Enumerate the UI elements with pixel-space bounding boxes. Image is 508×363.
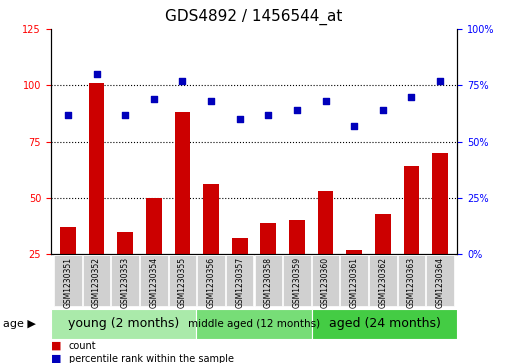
Point: [178, 78, 186, 84]
Text: aged (24 months): aged (24 months): [329, 318, 440, 330]
Point: [407, 94, 416, 99]
Text: GSM1230364: GSM1230364: [435, 257, 444, 308]
Text: percentile rank within the sample: percentile rank within the sample: [69, 354, 234, 363]
Text: age ▶: age ▶: [3, 319, 36, 329]
Text: GSM1230354: GSM1230354: [149, 257, 158, 308]
Point: [121, 112, 129, 118]
Text: GSM1230363: GSM1230363: [407, 257, 416, 308]
Bar: [232, 238, 247, 310]
Bar: [403, 166, 419, 310]
FancyBboxPatch shape: [140, 255, 168, 306]
FancyBboxPatch shape: [226, 255, 253, 306]
Text: ■: ■: [51, 354, 61, 363]
Bar: [261, 223, 276, 310]
Bar: [432, 153, 448, 310]
Text: GSM1230353: GSM1230353: [121, 257, 130, 308]
FancyBboxPatch shape: [196, 309, 312, 339]
Text: GSM1230360: GSM1230360: [321, 257, 330, 308]
FancyBboxPatch shape: [312, 309, 457, 339]
Text: count: count: [69, 340, 96, 351]
Text: young (2 months): young (2 months): [68, 318, 179, 330]
Text: ■: ■: [51, 340, 61, 351]
FancyBboxPatch shape: [197, 255, 225, 306]
Text: GSM1230361: GSM1230361: [350, 257, 359, 308]
Point: [92, 71, 101, 77]
Point: [322, 98, 330, 104]
FancyBboxPatch shape: [111, 255, 139, 306]
Bar: [289, 220, 305, 310]
Text: GSM1230359: GSM1230359: [293, 257, 301, 308]
FancyBboxPatch shape: [54, 255, 82, 306]
FancyBboxPatch shape: [83, 255, 110, 306]
Text: middle aged (12 months): middle aged (12 months): [188, 319, 320, 329]
Text: GSM1230355: GSM1230355: [178, 257, 187, 308]
Text: GSM1230358: GSM1230358: [264, 257, 273, 308]
Bar: [346, 250, 362, 310]
Bar: [203, 184, 219, 310]
Point: [350, 123, 358, 129]
FancyBboxPatch shape: [398, 255, 425, 306]
FancyBboxPatch shape: [312, 255, 339, 306]
Point: [264, 112, 272, 118]
FancyBboxPatch shape: [51, 309, 196, 339]
Bar: [89, 83, 105, 310]
Text: GSM1230357: GSM1230357: [235, 257, 244, 308]
FancyBboxPatch shape: [340, 255, 368, 306]
Text: GDS4892 / 1456544_at: GDS4892 / 1456544_at: [165, 9, 343, 25]
Point: [64, 112, 72, 118]
Point: [150, 96, 158, 102]
Text: GSM1230352: GSM1230352: [92, 257, 101, 308]
Text: GSM1230351: GSM1230351: [64, 257, 73, 308]
FancyBboxPatch shape: [426, 255, 454, 306]
FancyBboxPatch shape: [283, 255, 311, 306]
Bar: [318, 191, 333, 310]
Text: GSM1230362: GSM1230362: [378, 257, 387, 308]
Point: [207, 98, 215, 104]
Point: [236, 116, 244, 122]
Bar: [60, 227, 76, 310]
Bar: [146, 198, 162, 310]
Point: [293, 107, 301, 113]
FancyBboxPatch shape: [169, 255, 196, 306]
Bar: [175, 112, 190, 310]
Point: [436, 78, 444, 84]
FancyBboxPatch shape: [255, 255, 282, 306]
Bar: [375, 213, 391, 310]
FancyBboxPatch shape: [369, 255, 397, 306]
Text: GSM1230356: GSM1230356: [207, 257, 215, 308]
Bar: [117, 232, 133, 310]
Point: [379, 107, 387, 113]
